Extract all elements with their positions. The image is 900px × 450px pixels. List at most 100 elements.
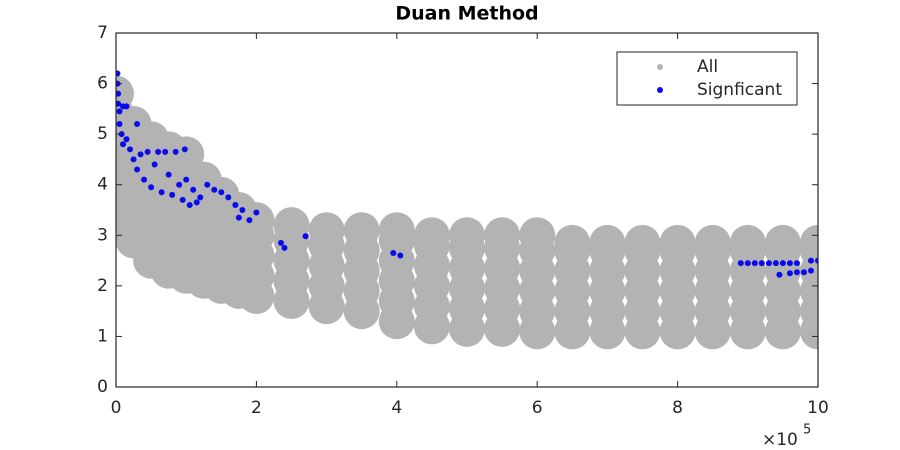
significant-point: [246, 217, 253, 224]
significant-point: [137, 151, 144, 158]
significant-point: [158, 189, 165, 196]
all-point: [800, 224, 818, 261]
significant-point: [186, 201, 193, 208]
legend: All Signficant: [616, 51, 798, 106]
significant-point: [120, 141, 127, 148]
significant-point: [225, 194, 232, 201]
x-tick-label: 0: [111, 398, 122, 418]
x-multiplier-base: ×10: [762, 430, 798, 450]
significant-point: [134, 121, 141, 128]
significant-point: [116, 108, 123, 115]
significant-point: [127, 146, 134, 153]
significant-point: [779, 260, 786, 267]
significant-point: [800, 269, 807, 276]
significant-point: [151, 161, 158, 168]
significant-point: [197, 194, 204, 201]
legend-label: All: [697, 57, 718, 77]
legend-marker: [657, 87, 663, 93]
all-point: [413, 217, 450, 254]
all-point: [659, 224, 696, 261]
significant-point: [144, 148, 151, 155]
y-tick-label: 0: [97, 377, 108, 397]
significant-point: [190, 186, 197, 193]
all-point: [624, 224, 661, 261]
x-tick-label: 6: [532, 398, 543, 418]
significant-point: [239, 207, 246, 213]
significant-point: [116, 90, 122, 97]
significant-point: [116, 70, 121, 77]
significant-point: [793, 269, 800, 276]
significant-point: [193, 199, 200, 206]
significant-point: [155, 148, 162, 155]
significant-point: [211, 186, 218, 193]
x-tick-label: 4: [391, 398, 402, 418]
significant-point: [134, 166, 141, 173]
significant-point: [390, 249, 397, 256]
significant-point: [793, 260, 800, 267]
chart-title: Duan Method: [395, 3, 538, 25]
significant-point: [815, 257, 818, 264]
x-tick-label: 2: [251, 398, 262, 418]
significant-point: [218, 189, 225, 196]
significant-point: [765, 260, 772, 267]
significant-point: [130, 156, 137, 163]
significant-point: [179, 196, 186, 203]
legend-label: Signficant: [697, 80, 782, 100]
significant-point: [162, 148, 169, 155]
significant-point: [758, 260, 765, 267]
all-point: [273, 207, 310, 244]
significant-point: [807, 267, 814, 274]
ticks: 0 1 2 3 4 5 6 7 0 2 4 6 8 10: [97, 23, 829, 418]
legend-box: [616, 51, 798, 106]
all-point: [449, 217, 485, 254]
all-point: [519, 217, 556, 254]
significant-point: [744, 260, 751, 267]
all-point: [343, 212, 380, 249]
significant-point: [123, 136, 130, 143]
x-multiplier-exponent: 5: [803, 423, 811, 438]
significant-point: [253, 209, 260, 216]
y-tick-label: 6: [97, 74, 108, 94]
all-point: [308, 212, 345, 249]
all-point: [554, 224, 591, 261]
significant-point: [786, 270, 793, 277]
x-tick-label: 10: [807, 398, 829, 418]
y-tick-label: 7: [97, 23, 108, 43]
legend-marker: [657, 64, 663, 70]
significant-point: [169, 191, 176, 198]
significant-point: [772, 260, 779, 267]
all-point: [168, 136, 205, 173]
significant-point: [737, 260, 744, 267]
all-point: [764, 224, 801, 261]
y-tick-label: 1: [97, 326, 108, 346]
significant-point: [232, 201, 239, 208]
significant-point: [277, 239, 284, 246]
significant-point: [123, 103, 130, 110]
significant-point: [776, 271, 783, 278]
significant-point: [116, 100, 122, 107]
significant-point: [148, 184, 155, 191]
significant-point: [786, 260, 793, 267]
y-tick-label: 4: [97, 175, 108, 195]
y-tick-label: 2: [97, 276, 108, 296]
significant-point: [116, 121, 123, 128]
all-point: [484, 217, 521, 254]
all-point: [589, 224, 626, 261]
y-tick-label: 3: [97, 225, 108, 245]
all-point: [729, 224, 766, 261]
all-point: [238, 202, 275, 239]
significant-point: [183, 176, 190, 183]
significant-point: [172, 148, 179, 155]
significant-point: [751, 260, 758, 267]
significant-point: [807, 257, 814, 264]
significant-point: [281, 244, 288, 251]
axes-box: [115, 32, 819, 388]
significant-point: [397, 252, 404, 259]
significant-point: [141, 176, 148, 183]
significant-point: [204, 181, 211, 188]
all-point: [378, 212, 415, 249]
points: [116, 70, 818, 350]
significant-point: [176, 181, 183, 188]
significant-point: [302, 233, 309, 240]
